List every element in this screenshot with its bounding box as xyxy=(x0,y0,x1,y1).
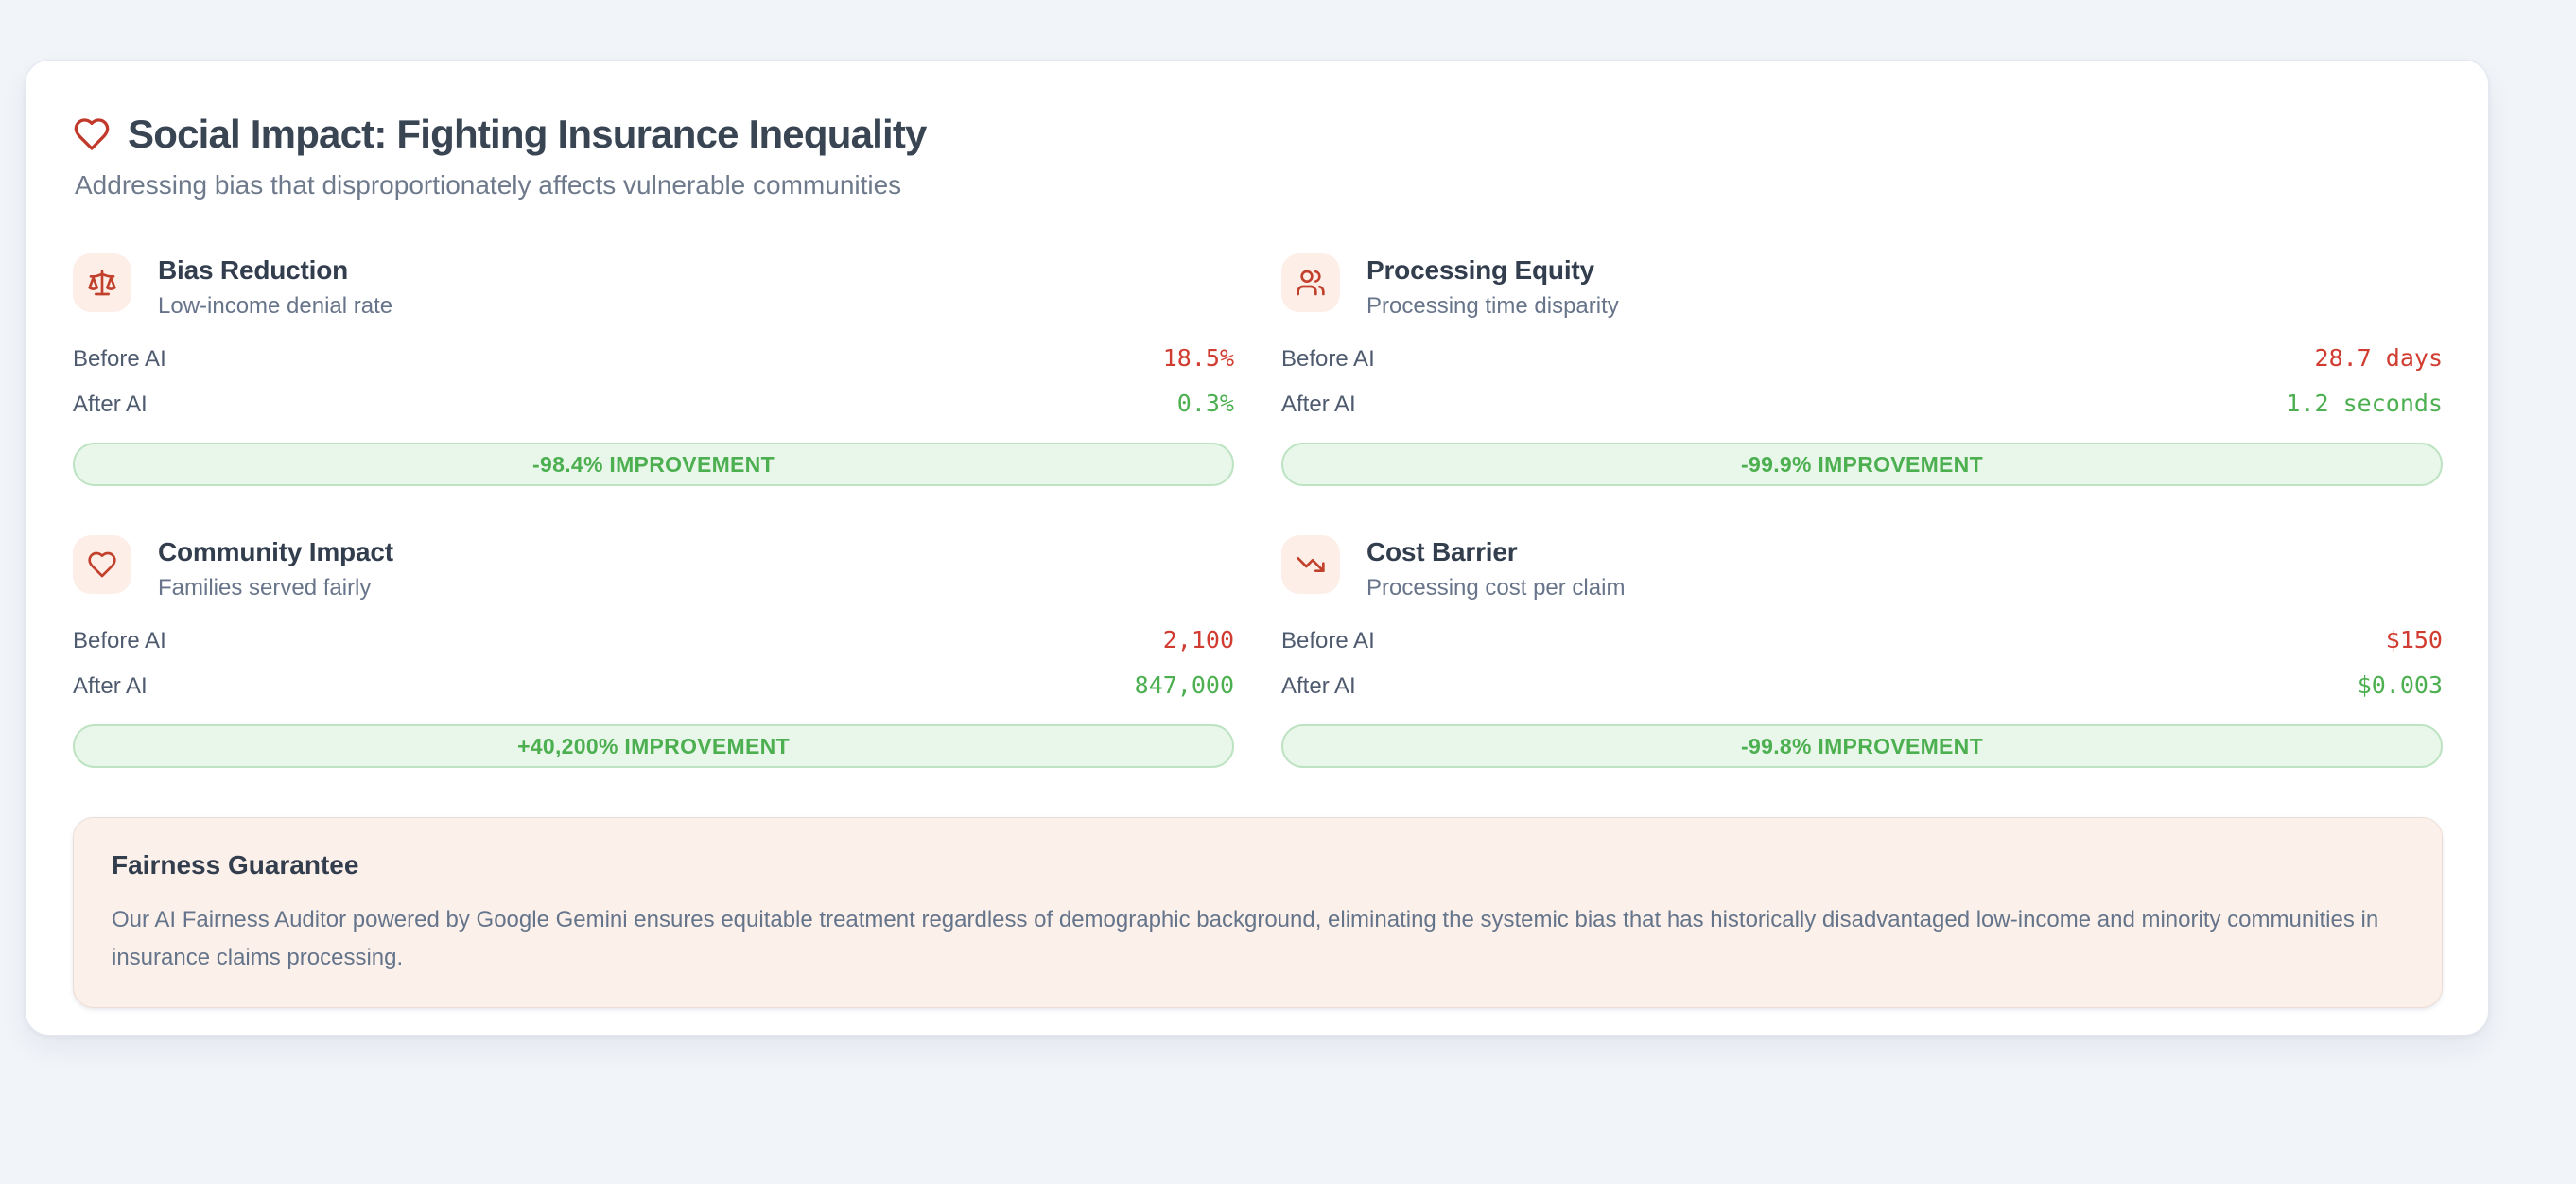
after-ai-row: After AI 847,000 xyxy=(73,671,1234,700)
heart-icon xyxy=(73,115,111,153)
metric-subtitle: Processing cost per claim xyxy=(1366,575,1626,601)
improvement-badge-label: -99.8% IMPROVEMENT xyxy=(1741,733,1983,758)
after-ai-label: After AI xyxy=(73,673,148,699)
metric-card-processing-equity: Processing Equity Processing time dispari… xyxy=(1281,253,2443,486)
after-ai-label: After AI xyxy=(1281,673,1356,699)
metric-subtitle: Processing time disparity xyxy=(1366,293,1619,319)
improvement-badge-label: -98.4% IMPROVEMENT xyxy=(532,451,775,477)
page-title: Social Impact: Fighting Insurance Inequa… xyxy=(128,112,927,156)
metric-title: Bias Reduction xyxy=(158,255,349,285)
after-ai-row: After AI 0.3% xyxy=(73,390,1234,418)
before-ai-value: $150 xyxy=(2385,626,2443,653)
social-impact-panel: Social Impact: Fighting Insurance Inequa… xyxy=(25,60,2489,1036)
page-subtitle: Addressing bias that disproportionately … xyxy=(75,170,902,200)
improvement-badge: -98.4% IMPROVEMENT xyxy=(73,443,1234,486)
after-ai-row: After AI $0.003 xyxy=(1281,671,2443,700)
before-ai-row: Before AI 28.7 days xyxy=(1281,344,2443,373)
after-ai-value: 847,000 xyxy=(1134,671,1234,699)
improvement-badge: +40,200% IMPROVEMENT xyxy=(73,724,1234,768)
improvement-badge-label: +40,200% IMPROVEMENT xyxy=(517,733,790,758)
before-ai-label: Before AI xyxy=(73,346,166,372)
trending-down-icon xyxy=(1281,535,1340,594)
before-ai-value: 2,100 xyxy=(1162,626,1234,653)
before-ai-label: Before AI xyxy=(73,628,166,653)
metric-card-cost-barrier: Cost Barrier Processing cost per claim Bef… xyxy=(1281,535,2443,768)
improvement-badge: -99.8% IMPROVEMENT xyxy=(1281,724,2443,768)
before-ai-value: 28.7 days xyxy=(2314,344,2443,372)
improvement-badge: -99.9% IMPROVEMENT xyxy=(1281,443,2443,486)
improvement-badge-label: -99.9% IMPROVEMENT xyxy=(1741,451,1983,477)
before-ai-value: 18.5% xyxy=(1162,344,1234,372)
before-ai-row: Before AI $150 xyxy=(1281,626,2443,654)
fairness-guarantee-panel: Fairness Guarantee Our AI Fairness Audit… xyxy=(73,817,2443,1008)
metric-title: Cost Barrier xyxy=(1366,537,1518,566)
metric-title: Processing Equity xyxy=(1366,255,1594,285)
metric-card-community-impact: Community Impact Families served fairly Be… xyxy=(73,535,1234,768)
after-ai-row: After AI 1.2 seconds xyxy=(1281,390,2443,418)
before-ai-label: Before AI xyxy=(1281,628,1375,653)
panel-header: Social Impact: Fighting Insurance Inequa… xyxy=(73,112,2443,200)
after-ai-label: After AI xyxy=(73,392,148,417)
metric-card-bias-reduction: Bias Reduction Low-income denial rate Befo… xyxy=(73,253,1234,486)
heart-icon xyxy=(73,535,131,594)
users-icon xyxy=(1281,253,1340,312)
before-ai-row: Before AI 2,100 xyxy=(73,626,1234,654)
metric-subtitle: Low-income denial rate xyxy=(158,293,393,319)
scale-icon xyxy=(73,253,131,312)
after-ai-value: $0.003 xyxy=(2357,671,2443,699)
metrics-grid: Bias Reduction Low-income denial rate Befo… xyxy=(73,253,2443,768)
fairness-body: Our AI Fairness Auditor powered by Googl… xyxy=(112,907,2379,970)
fairness-title: Fairness Guarantee xyxy=(112,850,359,879)
before-ai-label: Before AI xyxy=(1281,346,1375,372)
after-ai-value: 0.3% xyxy=(1176,390,1234,417)
after-ai-value: 1.2 seconds xyxy=(2286,390,2443,417)
metric-subtitle: Families served fairly xyxy=(158,575,372,601)
before-ai-row: Before AI 18.5% xyxy=(73,344,1234,373)
after-ai-label: After AI xyxy=(1281,392,1356,417)
metric-title: Community Impact xyxy=(158,537,393,566)
